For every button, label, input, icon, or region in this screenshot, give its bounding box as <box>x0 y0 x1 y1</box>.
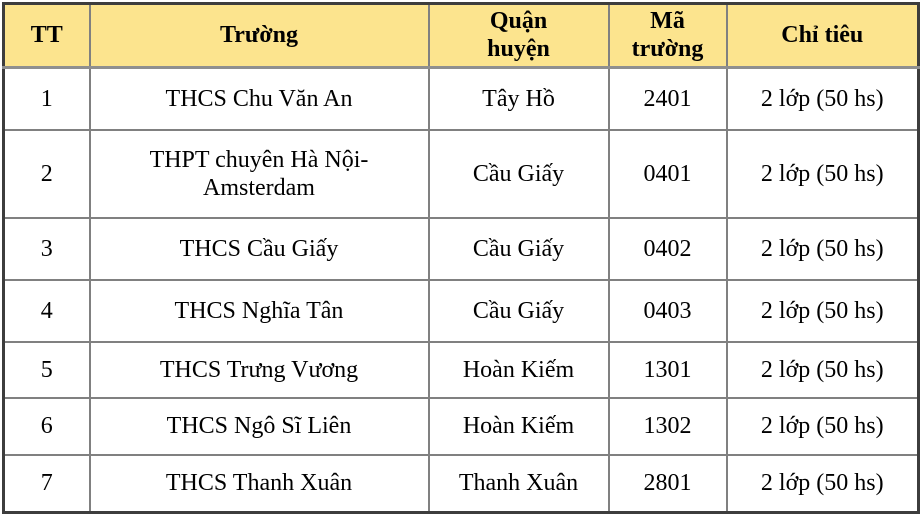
cell-truong: THCS Thanh Xuân <box>88 454 430 514</box>
table-row: 4 THCS Nghĩa Tân Cầu Giấy 0403 2 lớp (50… <box>2 279 920 344</box>
cell-chi-tieu: 2 lớp (50 hs) <box>725 217 920 282</box>
column-header-ma-truong: Mã trường <box>607 2 728 69</box>
cell-quan-huyen: Thanh Xuân <box>427 454 610 514</box>
cell-truong: THCS Trưng Vương <box>88 341 430 400</box>
cell-quan-huyen: Cầu Giấy <box>427 217 610 282</box>
cell-ma-truong: 2801 <box>607 454 728 514</box>
cell-ma-truong: 1302 <box>607 397 728 457</box>
table-row: 7 THCS Thanh Xuân Thanh Xuân 2801 2 lớp … <box>2 454 920 514</box>
cell-chi-tieu: 2 lớp (50 hs) <box>725 454 920 514</box>
header-row: TT Trường Quận huyện Mã trường Chỉ tiêu <box>2 2 920 69</box>
cell-tt: 1 <box>2 66 91 132</box>
column-header-chi-tieu: Chỉ tiêu <box>725 2 920 69</box>
column-header-quan-huyen: Quận huyện <box>427 2 610 69</box>
cell-ma-truong: 0402 <box>607 217 728 282</box>
cell-quan-huyen: Cầu Giấy <box>427 129 610 220</box>
cell-tt: 5 <box>2 341 91 400</box>
cell-chi-tieu: 2 lớp (50 hs) <box>725 397 920 457</box>
table-row: 5 THCS Trưng Vương Hoàn Kiếm 1301 2 lớp … <box>2 341 920 400</box>
cell-truong: THCS Chu Văn An <box>88 66 430 132</box>
cell-truong: THCS Cầu Giấy <box>88 217 430 282</box>
admission-quota-table: TT Trường Quận huyện Mã trường Chỉ tiêu … <box>2 2 920 514</box>
column-header-tt: TT <box>2 2 91 69</box>
cell-truong: THCS Nghĩa Tân <box>88 279 430 344</box>
table-row: 1 THCS Chu Văn An Tây Hồ 2401 2 lớp (50 … <box>2 66 920 132</box>
cell-quan-huyen: Hoàn Kiếm <box>427 341 610 400</box>
cell-ma-truong: 1301 <box>607 341 728 400</box>
cell-ma-truong: 2401 <box>607 66 728 132</box>
table-row: 3 THCS Cầu Giấy Cầu Giấy 0402 2 lớp (50 … <box>2 217 920 282</box>
cell-truong: THPT chuyên Hà Nội- Amsterdam <box>88 129 430 220</box>
cell-chi-tieu: 2 lớp (50 hs) <box>725 279 920 344</box>
table-row: 2 THPT chuyên Hà Nội- Amsterdam Cầu Giấy… <box>2 129 920 220</box>
cell-chi-tieu: 2 lớp (50 hs) <box>725 129 920 220</box>
cell-quan-huyen: Tây Hồ <box>427 66 610 132</box>
cell-tt: 7 <box>2 454 91 514</box>
cell-tt: 2 <box>2 129 91 220</box>
table-row: 6 THCS Ngô Sĩ Liên Hoàn Kiếm 1302 2 lớp … <box>2 397 920 457</box>
cell-quan-huyen: Hoàn Kiếm <box>427 397 610 457</box>
cell-chi-tieu: 2 lớp (50 hs) <box>725 341 920 400</box>
cell-ma-truong: 0401 <box>607 129 728 220</box>
cell-truong: THCS Ngô Sĩ Liên <box>88 397 430 457</box>
cell-chi-tieu: 2 lớp (50 hs) <box>725 66 920 132</box>
cell-ma-truong: 0403 <box>607 279 728 344</box>
column-header-truong: Trường <box>88 2 430 69</box>
cell-quan-huyen: Cầu Giấy <box>427 279 610 344</box>
cell-tt: 4 <box>2 279 91 344</box>
cell-tt: 6 <box>2 397 91 457</box>
cell-tt: 3 <box>2 217 91 282</box>
